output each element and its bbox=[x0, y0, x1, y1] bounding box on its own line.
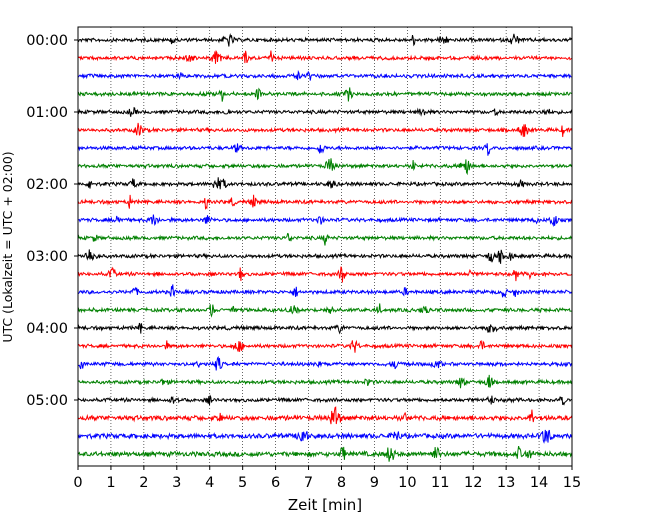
seismic-trace bbox=[77, 214, 573, 228]
seismic-trace bbox=[77, 177, 573, 190]
seismic-trace bbox=[77, 87, 573, 102]
seismic-trace bbox=[77, 394, 573, 406]
x-tick-label: 15 bbox=[563, 475, 581, 491]
seismic-trace bbox=[77, 69, 573, 81]
x-tick-label: 12 bbox=[464, 475, 482, 491]
x-tick-label: 9 bbox=[370, 475, 379, 491]
x-tick-label: 11 bbox=[431, 475, 449, 491]
seismic-trace bbox=[77, 32, 573, 47]
y-tick-label: 02:00 bbox=[26, 177, 68, 193]
seismic-trace bbox=[77, 266, 573, 283]
x-tick-label: 4 bbox=[205, 475, 214, 491]
y-axis-label: UTC (Lokalzeit = UTC + 02:00) bbox=[0, 151, 15, 342]
y-tick-label: 04:00 bbox=[26, 321, 68, 337]
x-tick-label: 3 bbox=[172, 475, 181, 491]
seismic-trace bbox=[77, 122, 573, 137]
grid-lines bbox=[110, 27, 540, 466]
x-tick-label: 0 bbox=[73, 475, 82, 491]
seismic-trace bbox=[77, 249, 573, 264]
seismic-trace bbox=[77, 445, 573, 462]
seismic-trace bbox=[77, 106, 573, 117]
x-tick-label: 7 bbox=[304, 475, 313, 491]
seismic-trace bbox=[77, 355, 573, 371]
seismic-trace bbox=[77, 158, 573, 176]
x-tick-label: 6 bbox=[271, 475, 280, 491]
y-tick-label: 01:00 bbox=[26, 105, 68, 121]
x-tick-label: 8 bbox=[337, 475, 346, 491]
seismic-trace bbox=[77, 322, 573, 335]
x-tick-label: 10 bbox=[398, 475, 416, 491]
seismic-trace bbox=[77, 429, 573, 444]
x-tick-label: 1 bbox=[106, 475, 115, 491]
y-tick-label: 05:00 bbox=[26, 393, 68, 409]
seismic-trace bbox=[77, 49, 573, 64]
seismic-trace bbox=[77, 194, 573, 211]
x-tick-label: 2 bbox=[139, 475, 148, 491]
trace-group bbox=[77, 32, 573, 462]
seismic-trace bbox=[77, 339, 573, 353]
x-tick-label: 13 bbox=[497, 475, 515, 491]
x-axis-ticks: 0 1 2 3 4 5 6 7 8 9 10 11 12 13 14 15 bbox=[73, 466, 581, 491]
seismic-trace bbox=[77, 143, 573, 156]
x-tick-label: 14 bbox=[530, 475, 548, 491]
x-axis-label: Zeit [min] bbox=[288, 496, 362, 514]
seismic-trace bbox=[77, 232, 573, 246]
seismic-trace bbox=[77, 374, 573, 389]
seismic-trace bbox=[77, 303, 573, 318]
y-axis-ticks: 00:00 01:00 02:00 03:00 04:00 05:00 bbox=[26, 33, 78, 409]
seismic-trace bbox=[77, 406, 573, 425]
x-tick-label: 5 bbox=[238, 475, 247, 491]
y-tick-label: 03:00 bbox=[26, 249, 68, 265]
seismic-trace bbox=[78, 284, 573, 298]
plot-frame bbox=[77, 26, 573, 467]
y-tick-label: 00:00 bbox=[26, 33, 68, 49]
